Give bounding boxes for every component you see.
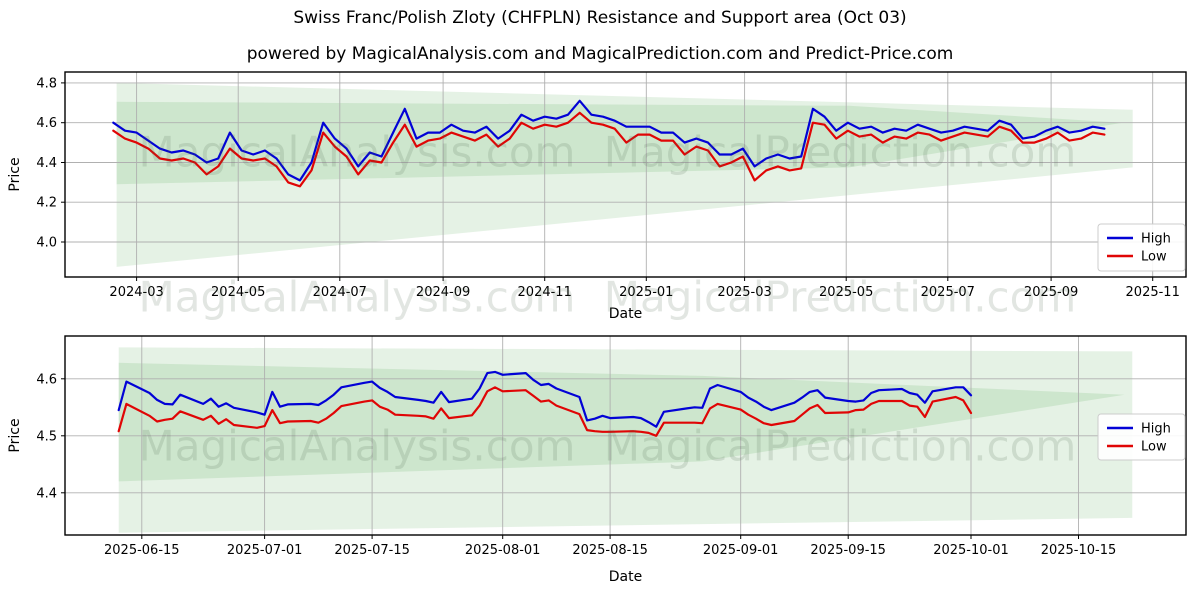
legend-label: High xyxy=(1141,422,1171,437)
legend-label: High xyxy=(1141,232,1171,247)
x-tick-label: 2025-08-15 xyxy=(572,543,648,558)
figure-subtitle: powered by MagicalAnalysis.com and Magic… xyxy=(246,44,954,64)
x-tick-label: 2024-11 xyxy=(518,285,572,300)
y-tick-label: 4.2 xyxy=(36,196,57,211)
x-tick-label: 2025-09-15 xyxy=(810,543,886,558)
x-tick-label: 2025-08-01 xyxy=(465,543,541,558)
y-tick-label: 4.4 xyxy=(36,486,57,501)
legend-label: Low xyxy=(1141,440,1167,455)
legend-box xyxy=(1097,223,1186,272)
x-tick-label: 2024-05 xyxy=(211,285,265,300)
x-tick-label: 2025-07-01 xyxy=(227,543,303,558)
y-tick-label: 4.0 xyxy=(36,236,57,251)
x-tick-label: 2025-11 xyxy=(1126,285,1180,300)
plot-frame xyxy=(64,71,1187,278)
y-tick-label: 4.4 xyxy=(36,156,57,171)
x-axis-label: Date xyxy=(609,569,642,585)
recent-low-line xyxy=(117,386,973,437)
history-legend: High Low xyxy=(1097,223,1186,272)
y-axis-label: Price xyxy=(7,157,23,191)
y-tick-label: 4.6 xyxy=(36,372,57,387)
x-tick-label: 2025-10-01 xyxy=(933,543,1009,558)
recent-high-line xyxy=(117,370,973,428)
history-chart: 2024-03 2024-05 2024-07 2024-09 2024-11 2025-… xyxy=(7,71,1187,322)
x-tick-label: 2025-07-15 xyxy=(334,543,410,558)
legend-label: Low xyxy=(1141,250,1167,265)
x-tick-label: 2025-10-15 xyxy=(1041,543,1117,558)
x-tick-label: 2025-03 xyxy=(717,285,771,300)
x-tick-label: 2025-01 xyxy=(619,285,673,300)
y-axis-label: Price xyxy=(7,418,23,452)
history-high-line xyxy=(112,99,1106,182)
x-axis-label: Date xyxy=(609,306,642,322)
y-tick-label: 4.8 xyxy=(36,76,57,91)
recent-legend: High Low xyxy=(1097,413,1186,461)
y-tick-label: 4.5 xyxy=(36,429,57,444)
x-tick-label: 2024-09 xyxy=(416,285,470,300)
y-tick-label: 4.6 xyxy=(36,116,57,131)
recent-chart: 2025-06-15 2025-07-01 2025-07-15 2025-08-01… xyxy=(7,335,1187,585)
legend-box xyxy=(1097,413,1186,461)
x-tick-label: 2025-07 xyxy=(921,285,975,300)
x-tick-label: 2024-07 xyxy=(313,285,367,300)
x-tick-label: 2025-05 xyxy=(819,285,873,300)
x-tick-label: 2025-06-15 xyxy=(104,543,180,558)
history-low-line xyxy=(112,111,1106,188)
x-tick-label: 2024-03 xyxy=(109,285,163,300)
x-tick-label: 2025-09-01 xyxy=(703,543,779,558)
x-tick-label: 2025-09 xyxy=(1024,285,1078,300)
history-outer-area xyxy=(116,82,1133,267)
figure-title: Swiss Franc/Polish Zloty (CHFPLN) Resist… xyxy=(293,8,907,28)
